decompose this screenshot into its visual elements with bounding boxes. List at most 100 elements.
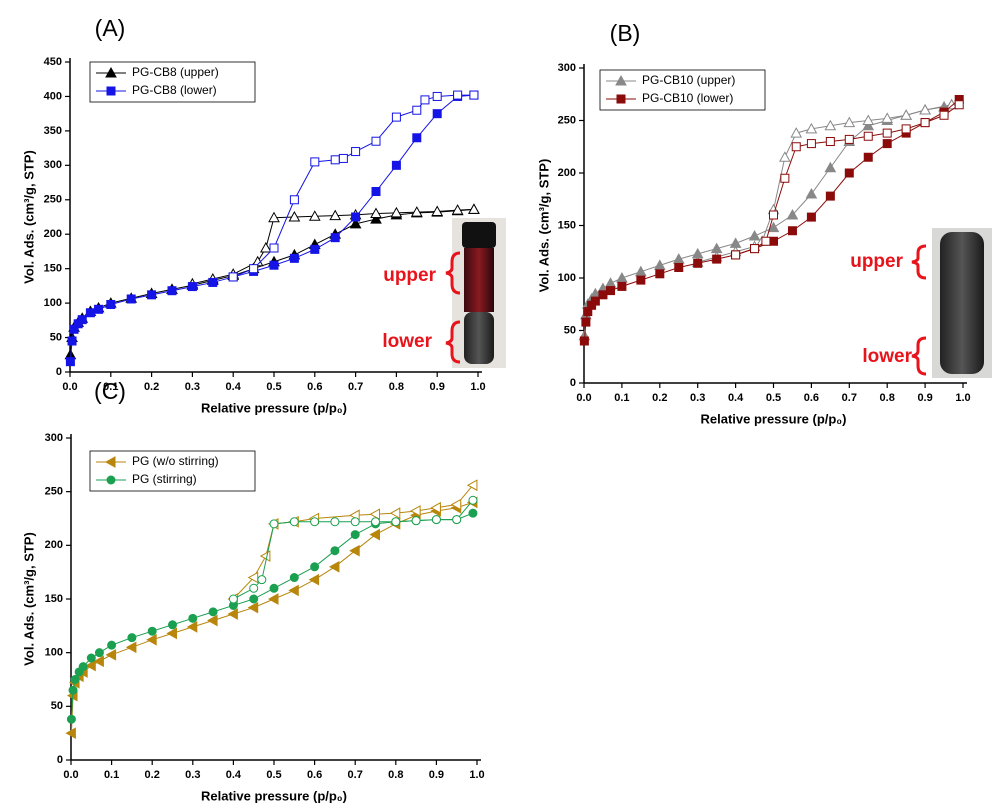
marker [105, 648, 117, 661]
marker [107, 640, 117, 650]
y-tick-label: 250 [45, 486, 63, 498]
marker [330, 546, 340, 556]
marker [371, 517, 380, 527]
legend-label: PG (stirring) [132, 472, 197, 486]
marker [338, 153, 348, 163]
marker [66, 714, 76, 724]
marker [693, 258, 703, 268]
y-tick-label: 50 [51, 700, 63, 712]
marker [604, 277, 617, 288]
marker [617, 281, 627, 291]
marker [259, 550, 271, 562]
marker [228, 272, 238, 282]
marker [824, 161, 837, 173]
marker [349, 217, 362, 229]
x-axis-title: Relative pressure (p/p₀) [700, 411, 846, 426]
legend-box [599, 69, 766, 111]
marker [466, 479, 478, 492]
marker [786, 208, 799, 220]
y-tick-label: 0 [56, 366, 62, 378]
marker [410, 505, 421, 517]
marker [70, 675, 80, 684]
marker [249, 264, 259, 274]
x-tick-label: 0.0 [62, 381, 77, 393]
x-tick-label: 0.5 [266, 769, 281, 781]
marker [636, 275, 646, 285]
marker [805, 122, 818, 134]
marker [350, 530, 360, 540]
marker [939, 110, 949, 120]
marker [269, 243, 279, 253]
marker [616, 271, 628, 283]
marker [863, 131, 873, 141]
y-axis-title: Vol. Ads. (cm³/g, STP) [21, 532, 36, 666]
marker [635, 265, 647, 277]
x-tick-label: 0.9 [429, 769, 444, 781]
marker [93, 655, 104, 668]
marker [750, 244, 760, 254]
marker [410, 206, 423, 217]
x-tick-label: 0.6 [804, 392, 819, 404]
y-tick-label: 400 [44, 90, 62, 102]
brackets [445, 244, 927, 376]
marker [412, 105, 422, 115]
marker [881, 112, 894, 123]
marker [328, 560, 340, 573]
marker [106, 475, 116, 485]
marker [590, 296, 600, 306]
x-tick-label: 0.6 [307, 769, 322, 781]
marker [391, 160, 401, 170]
marker [369, 508, 380, 521]
marker [769, 210, 778, 220]
marker [208, 277, 218, 287]
legend-label: PG-CB10 (lower) [642, 91, 733, 105]
marker [106, 299, 116, 309]
series-line [233, 484, 474, 600]
marker [805, 187, 818, 199]
marker [370, 213, 382, 224]
marker [453, 90, 463, 100]
marker [371, 187, 381, 197]
marker [432, 109, 442, 119]
marker [289, 517, 299, 527]
marker [411, 516, 421, 526]
marker [126, 294, 136, 304]
x-tick-label: 0.9 [430, 381, 445, 393]
marker [289, 195, 299, 205]
marker [843, 116, 856, 128]
marker [188, 613, 198, 623]
marker [289, 573, 299, 583]
series-line [70, 512, 474, 720]
marker [65, 727, 76, 740]
x-tick-label: 0.2 [145, 769, 160, 781]
marker [468, 508, 478, 518]
y-tick-label: 50 [50, 331, 62, 343]
marker [68, 685, 78, 695]
y-tick-label: 350 [44, 125, 62, 137]
marker [267, 593, 279, 605]
x-axis-title: Relative pressure (p/p₀) [201, 788, 347, 803]
marker [65, 357, 75, 367]
marker [146, 633, 157, 646]
x-tick-label: 0.4 [226, 769, 242, 781]
marker [761, 236, 771, 246]
marker [420, 95, 430, 105]
marker [186, 621, 198, 633]
x-tick-label: 0.5 [266, 381, 281, 393]
marker [791, 142, 801, 152]
x-tick-label: 1.0 [469, 769, 484, 781]
marker [247, 571, 259, 584]
marker [954, 100, 964, 110]
marker [67, 336, 77, 346]
marker [168, 620, 177, 630]
marker [249, 583, 259, 593]
marker [825, 137, 835, 146]
panel-label: (A) [95, 15, 126, 41]
y-tick-label: 250 [558, 114, 576, 126]
marker [391, 517, 401, 527]
marker [125, 641, 137, 654]
marker [105, 66, 117, 78]
marker [430, 501, 441, 514]
marker [269, 583, 279, 593]
marker [78, 662, 88, 672]
